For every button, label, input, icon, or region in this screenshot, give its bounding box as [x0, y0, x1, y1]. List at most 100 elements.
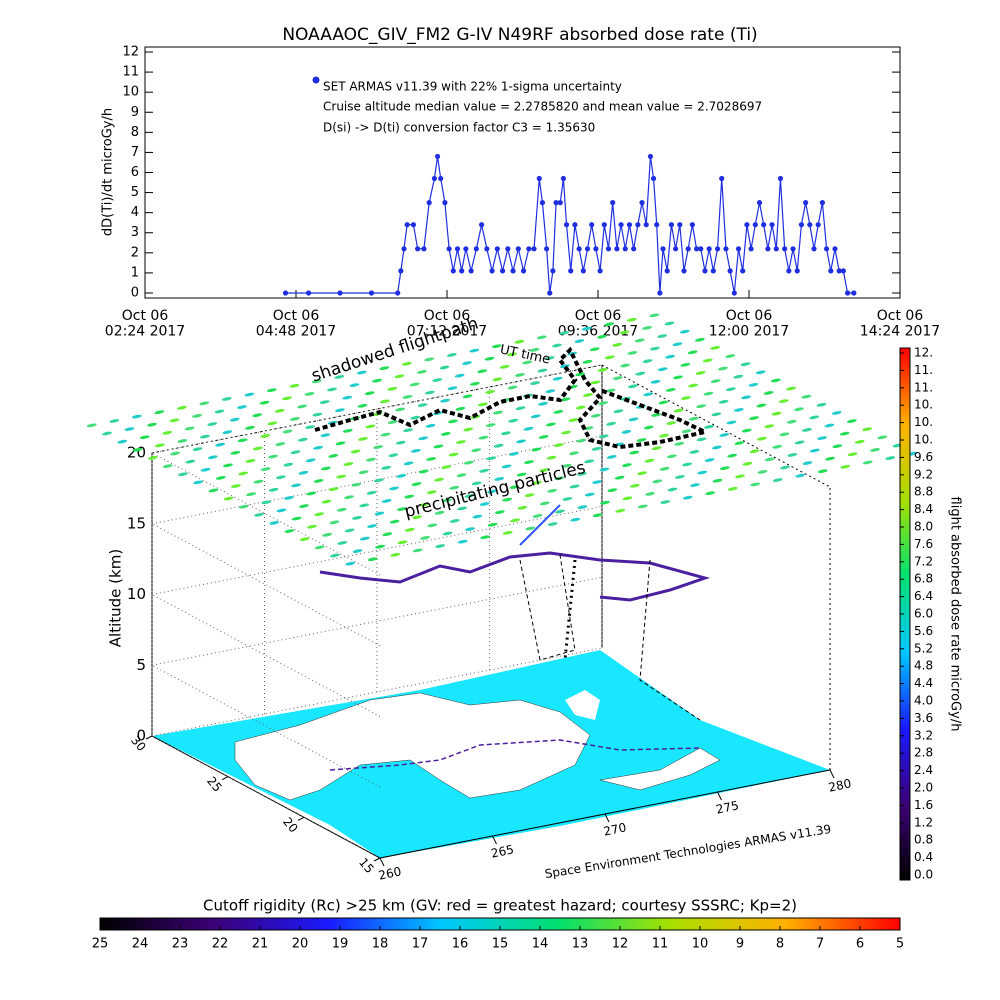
particle-flux-cell — [763, 391, 774, 395]
particle-flux-cell — [147, 422, 157, 427]
text-line: Oct 06 — [575, 308, 622, 324]
colorbar-tick-label: 14 — [532, 937, 549, 952]
x-tick-label: 270 — [602, 820, 627, 838]
particle-flux-cell — [756, 403, 767, 408]
particle-flux-cell — [552, 343, 562, 348]
particle-flux-cell — [794, 407, 804, 412]
colorbar-tick-label: 15 — [492, 937, 509, 952]
particle-flux-cell — [261, 500, 272, 505]
particle-flux-cell — [449, 485, 460, 490]
particle-flux-cell — [501, 464, 512, 469]
particle-flux-cell — [619, 330, 630, 335]
particle-flux-cell — [832, 444, 843, 449]
particle-flux-cell — [434, 510, 445, 515]
data-point — [693, 246, 700, 252]
particle-flux-cell — [336, 507, 347, 512]
z-tick-label: 20 — [127, 444, 146, 462]
particle-flux-cell — [177, 439, 188, 443]
particle-flux-cell — [502, 497, 513, 502]
particle-flux-cell — [117, 439, 128, 444]
particle-flux-cell — [253, 479, 264, 484]
colorbar-tick-label: 20 — [292, 937, 309, 952]
text-line: 02:24 2017 — [105, 323, 185, 339]
particle-flux-cell — [455, 406, 466, 411]
colorbar-tick-label: 25 — [92, 937, 109, 952]
particle-flux-cell — [560, 397, 571, 402]
particle-flux-cell — [725, 354, 736, 358]
text-line: 12:00 2017 — [709, 323, 789, 339]
particle-flux-cell — [847, 452, 858, 457]
data-point — [515, 246, 521, 252]
particle-flux-cell — [282, 396, 292, 401]
data-point — [765, 246, 771, 252]
particle-flux-cell — [266, 388, 277, 393]
particle-flux-cell — [778, 399, 789, 403]
particle-flux-cell — [523, 426, 534, 431]
drop-line — [639, 559, 701, 721]
colorbar-tick-label: 12. — [914, 346, 933, 360]
particle-flux-cell — [465, 527, 475, 531]
data-point — [553, 200, 559, 206]
data-point — [520, 268, 527, 274]
data-point — [589, 222, 595, 228]
particle-flux-cell — [590, 380, 601, 385]
particle-flux-cell — [424, 357, 435, 362]
particle-flux-cell — [314, 545, 325, 550]
particle-flux-cell — [322, 532, 333, 537]
particle-flux-cell — [237, 438, 248, 443]
particle-flux-cell — [176, 405, 187, 410]
particle-flux-cell — [439, 365, 450, 370]
particle-flux-cell — [448, 452, 459, 457]
particle-flux-cell — [499, 364, 510, 369]
colorbar-tick-label: 11. — [914, 363, 933, 377]
data-point — [337, 290, 343, 296]
data-point — [601, 222, 607, 228]
particle-flux-cell — [357, 403, 368, 408]
particle-flux-cell — [750, 482, 761, 487]
colorbar-tick-label: 4.0 — [914, 694, 933, 708]
particle-flux-cell — [545, 422, 556, 427]
particle-flux-cell — [660, 500, 671, 504]
ground-track — [329, 739, 701, 771]
colorbar-tick-label: 8.8 — [914, 485, 933, 499]
particle-flux-cell — [612, 376, 623, 380]
text-line: Oct 06 — [726, 308, 773, 324]
x-tick-label: Oct 06 04:48 2017 — [256, 308, 336, 339]
particle-flux-cell — [102, 431, 112, 436]
particle-flux-cell — [283, 462, 294, 467]
particle-flux-cell — [846, 419, 857, 423]
particle-flux-cell — [539, 501, 550, 506]
data-point — [702, 268, 708, 274]
particle-flux-cell — [260, 467, 271, 471]
particle-flux-cell — [132, 447, 143, 452]
particle-flux-cell — [304, 392, 315, 396]
particle-flux-cell — [337, 541, 348, 545]
y-tick-label: 4 — [131, 205, 139, 220]
colorbar-tick-label: 2.4 — [914, 763, 933, 777]
particle-flux-cell — [621, 463, 632, 467]
particle-flux-cell — [336, 474, 347, 479]
data-point — [584, 246, 591, 252]
particle-flux-cell — [771, 411, 782, 416]
particle-flux-cell — [441, 465, 452, 469]
particle-flux-cell — [223, 496, 234, 501]
particle-flux-cell — [562, 497, 573, 501]
particle-flux-cell — [154, 410, 165, 415]
particle-flux-cell — [245, 459, 256, 463]
particle-flux-cell — [237, 405, 247, 409]
data-point — [282, 290, 289, 296]
particle-flux-cell — [697, 470, 708, 475]
shadowed-flightpath — [314, 346, 712, 450]
data-point — [650, 175, 657, 182]
particle-flux-cell — [244, 392, 255, 397]
x-tick-label: Oct 06 14:24 2017 — [860, 308, 940, 339]
data-point — [531, 246, 537, 252]
particle-flux-cell — [441, 498, 452, 503]
particle-flux-cell — [289, 383, 300, 388]
particle-flux-cell — [650, 379, 661, 384]
data-point — [568, 268, 574, 274]
particle-flux-cell — [569, 451, 579, 456]
particle-flux-cell — [162, 430, 173, 435]
particle-flux-cell — [487, 522, 498, 527]
particle-flux-cell — [418, 436, 429, 441]
